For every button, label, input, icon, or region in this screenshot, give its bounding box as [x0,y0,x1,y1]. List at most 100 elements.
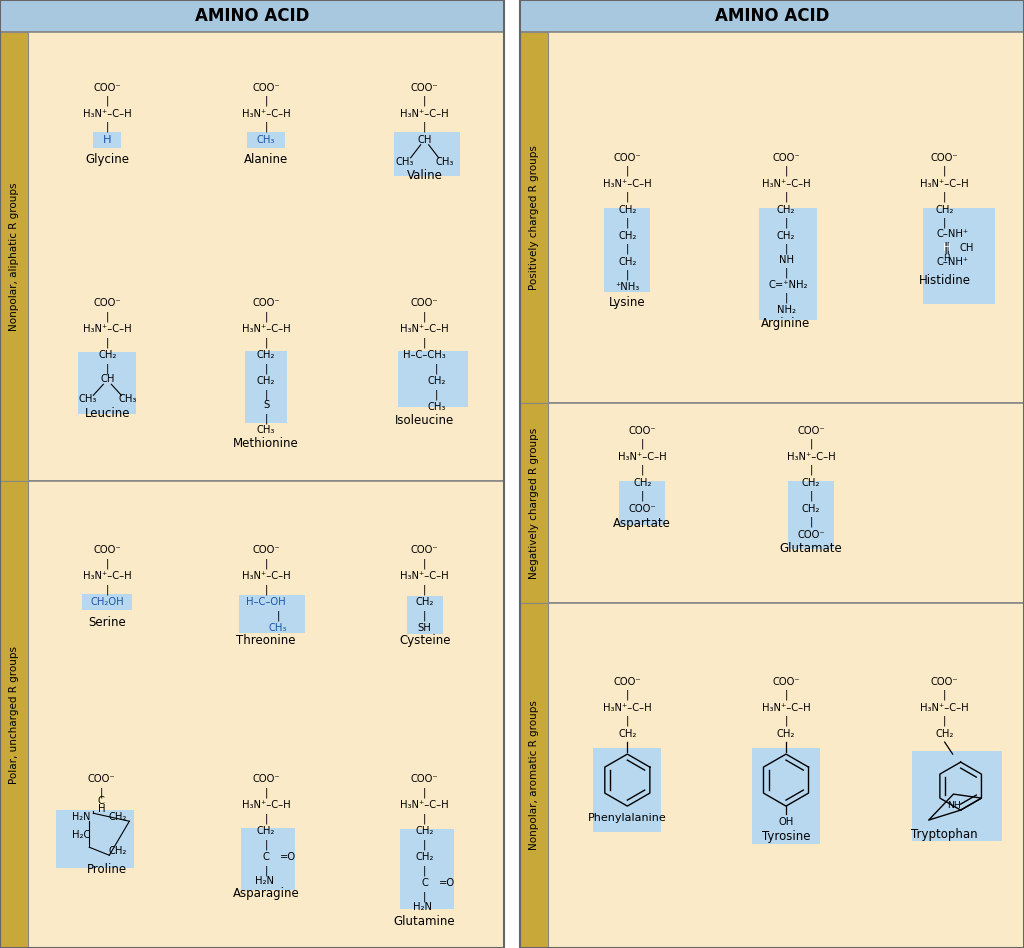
Text: |: | [809,491,813,501]
Text: CH₂: CH₂ [618,231,637,241]
Text: CH₂: CH₂ [98,350,117,360]
Text: Aspartate: Aspartate [613,517,672,530]
Text: Glutamate: Glutamate [779,542,843,556]
Text: H–C–CH₃: H–C–CH₃ [403,350,446,360]
Text: H₃N⁺–C–H: H₃N⁺–C–H [242,572,291,581]
Text: CH₂: CH₂ [618,729,637,739]
Text: NH: NH [947,801,961,811]
Text: H₃N⁺–C–H: H₃N⁺–C–H [618,452,667,462]
Text: |: | [423,865,426,876]
Text: H₃N⁺–C–H: H₃N⁺–C–H [400,109,449,118]
Bar [241,829,295,890]
Text: CH₂: CH₂ [777,231,796,241]
Text: CH₂OH: CH₂OH [90,597,124,608]
Text: |: | [784,716,787,726]
Text: |: | [264,787,267,797]
Text: COO⁻: COO⁻ [93,545,121,556]
Text: CH₃: CH₃ [257,426,275,435]
Text: ‖: ‖ [943,242,950,255]
Text: COO⁻: COO⁻ [252,775,280,784]
Text: COO⁻: COO⁻ [252,299,280,308]
Text: Nonpolar, aromatic R groups: Nonpolar, aromatic R groups [529,701,539,850]
Bar [399,830,454,909]
Text: |: | [423,311,426,321]
Text: COO⁻: COO⁻ [93,299,121,308]
Text: |: | [264,389,267,399]
Text: Polar, uncharged R groups: Polar, uncharged R groups [9,646,19,783]
Text: Positively charged R groups: Positively charged R groups [529,145,539,290]
Text: Alanine: Alanine [244,154,288,166]
Text: COO⁻: COO⁻ [629,504,656,514]
Text: CH₂: CH₂ [257,827,275,836]
Text: C: C [262,852,269,863]
Text: Leucine: Leucine [85,407,130,420]
Text: Negatively charged R groups: Negatively charged R groups [529,428,539,578]
Text: |: | [626,270,629,281]
Text: H₂C: H₂C [72,830,90,840]
Text: H: H [943,243,950,253]
Text: H₃N⁺–C–H: H₃N⁺–C–H [400,324,449,335]
Text: H₃N⁺–C–H: H₃N⁺–C–H [400,800,449,811]
Text: |: | [435,389,438,399]
Bar [0,0,504,948]
Text: COO⁻: COO⁻ [252,545,280,556]
Bar [604,208,650,292]
Text: |: | [626,690,629,701]
Bar [393,132,460,175]
Text: CH₂: CH₂ [257,376,275,386]
Text: |: | [105,121,109,132]
Text: Glycine: Glycine [85,154,129,166]
Text: C–NH⁺: C–NH⁺ [937,257,969,267]
Text: |: | [435,363,438,374]
Bar [93,132,121,148]
Text: COO⁻: COO⁻ [629,426,656,436]
Bar [520,32,548,403]
Text: Threonine: Threonine [237,634,296,647]
Bar [78,353,136,414]
Text: COO⁻: COO⁻ [411,82,438,93]
Text: |: | [423,891,426,902]
Text: |: | [423,839,426,849]
Text: H: H [97,804,105,814]
Text: COO⁻: COO⁻ [931,153,958,163]
Text: |: | [264,558,267,569]
Text: CH₂: CH₂ [109,812,127,822]
Bar [520,603,1024,948]
Text: Valine: Valine [407,170,442,182]
Bar [520,32,1024,403]
Text: |: | [423,558,426,569]
Text: C: C [98,796,104,806]
Text: H₃N⁺–C–H: H₃N⁺–C–H [762,179,810,189]
Text: COO⁻: COO⁻ [93,82,121,93]
Text: H₃N⁺–C–H: H₃N⁺–C–H [83,109,132,118]
Bar [407,596,442,634]
Text: H₂N: H₂N [72,812,90,822]
Text: CH₂: CH₂ [109,847,127,856]
Text: CH₂: CH₂ [936,729,953,739]
Text: |: | [626,191,629,202]
Text: Glutamine: Glutamine [394,915,456,928]
Text: |: | [784,293,787,303]
Text: |: | [943,690,946,701]
Text: H₃N⁺–C–H: H₃N⁺–C–H [921,179,969,189]
Text: H₃N⁺–C–H: H₃N⁺–C–H [603,703,651,713]
Text: COO⁻: COO⁻ [798,530,824,540]
Text: CH₃: CH₃ [118,394,136,404]
Text: |: | [423,121,426,132]
Text: H₃N⁺–C–H: H₃N⁺–C–H [762,703,810,713]
Text: |: | [809,465,813,475]
Text: Cysteine: Cysteine [399,634,451,647]
Text: CH₂: CH₂ [416,852,434,863]
Bar [788,481,834,549]
Text: CH₂: CH₂ [427,376,445,386]
Text: |: | [641,439,644,449]
Text: |: | [784,690,787,701]
Text: CH₃: CH₃ [435,156,454,167]
Text: Nonpolar, aliphatic R groups: Nonpolar, aliphatic R groups [9,182,19,331]
Text: |: | [626,244,629,254]
Bar [593,748,662,832]
Text: Histidine: Histidine [919,274,971,286]
Text: |: | [784,166,787,176]
Text: H₃N⁺–C–H: H₃N⁺–C–H [242,109,291,118]
Bar [0,32,504,481]
